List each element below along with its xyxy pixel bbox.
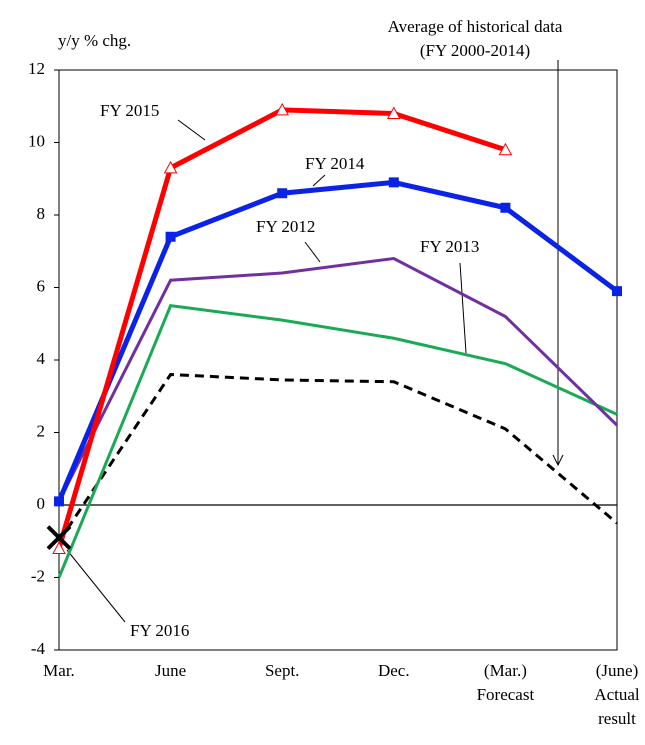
marker [498, 142, 513, 156]
series-label: FY 2016 [130, 621, 189, 640]
x-tick-label: June [155, 661, 186, 680]
series-line [57, 372, 618, 543]
marker [165, 231, 176, 242]
marker [500, 202, 511, 213]
series-line [57, 303, 618, 579]
y-tick-label: 0 [37, 494, 46, 513]
y-axis-label: y/y % chg. [58, 31, 131, 50]
x-tick-label: Mar. [43, 661, 75, 680]
x-tick-label: Actual [594, 685, 640, 704]
marker [46, 525, 72, 551]
series-line [56, 179, 619, 503]
y-tick-label: -4 [31, 639, 46, 658]
x-tick-label: result [598, 709, 636, 728]
series-label: FY 2015 [100, 101, 159, 120]
marker [275, 102, 290, 116]
y-tick-label: 10 [28, 131, 45, 150]
arrow [312, 174, 326, 187]
y-tick-label: 12 [28, 59, 45, 78]
series-label: FY 2012 [256, 217, 315, 236]
x-tick-label: (June) [596, 661, 638, 680]
series-line [57, 256, 619, 503]
series-label: FY 2013 [420, 237, 479, 256]
x-tick-label: (Mar.) [484, 661, 527, 680]
annotation: (FY 2000-2014) [420, 41, 530, 60]
marker [386, 106, 401, 119]
marker [277, 188, 288, 199]
y-tick-label: 4 [37, 349, 46, 368]
marker [52, 541, 66, 554]
marker [54, 496, 64, 507]
arrow [304, 241, 321, 263]
y-tick-label: -2 [31, 566, 45, 585]
x-tick-label: Dec. [378, 661, 410, 680]
annotation: Average of historical data [388, 17, 563, 36]
series-line [56, 107, 507, 550]
x-tick-label: Forecast [477, 685, 535, 704]
marker [388, 177, 399, 188]
x-tick-label: Sept. [265, 661, 299, 680]
y-tick-label: 2 [37, 421, 46, 440]
y-tick-label: 6 [37, 276, 46, 295]
arrow [66, 549, 126, 623]
marker [163, 160, 178, 174]
annotation-arrows [66, 60, 564, 623]
marker [612, 286, 622, 297]
series-label: FY 2014 [305, 154, 365, 173]
arrow-head [552, 454, 564, 467]
y-tick-label: 8 [37, 204, 46, 223]
arrow [177, 119, 206, 141]
arrow [459, 262, 467, 354]
